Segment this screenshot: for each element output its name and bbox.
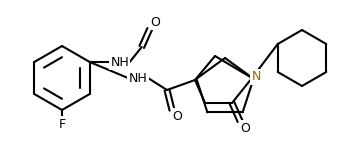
Text: O: O [150,15,160,29]
Text: O: O [240,121,250,134]
Text: O: O [172,110,182,123]
Text: NH: NH [110,55,129,68]
Text: NH: NH [129,72,147,84]
Text: N: N [251,71,261,83]
Text: F: F [58,118,65,131]
